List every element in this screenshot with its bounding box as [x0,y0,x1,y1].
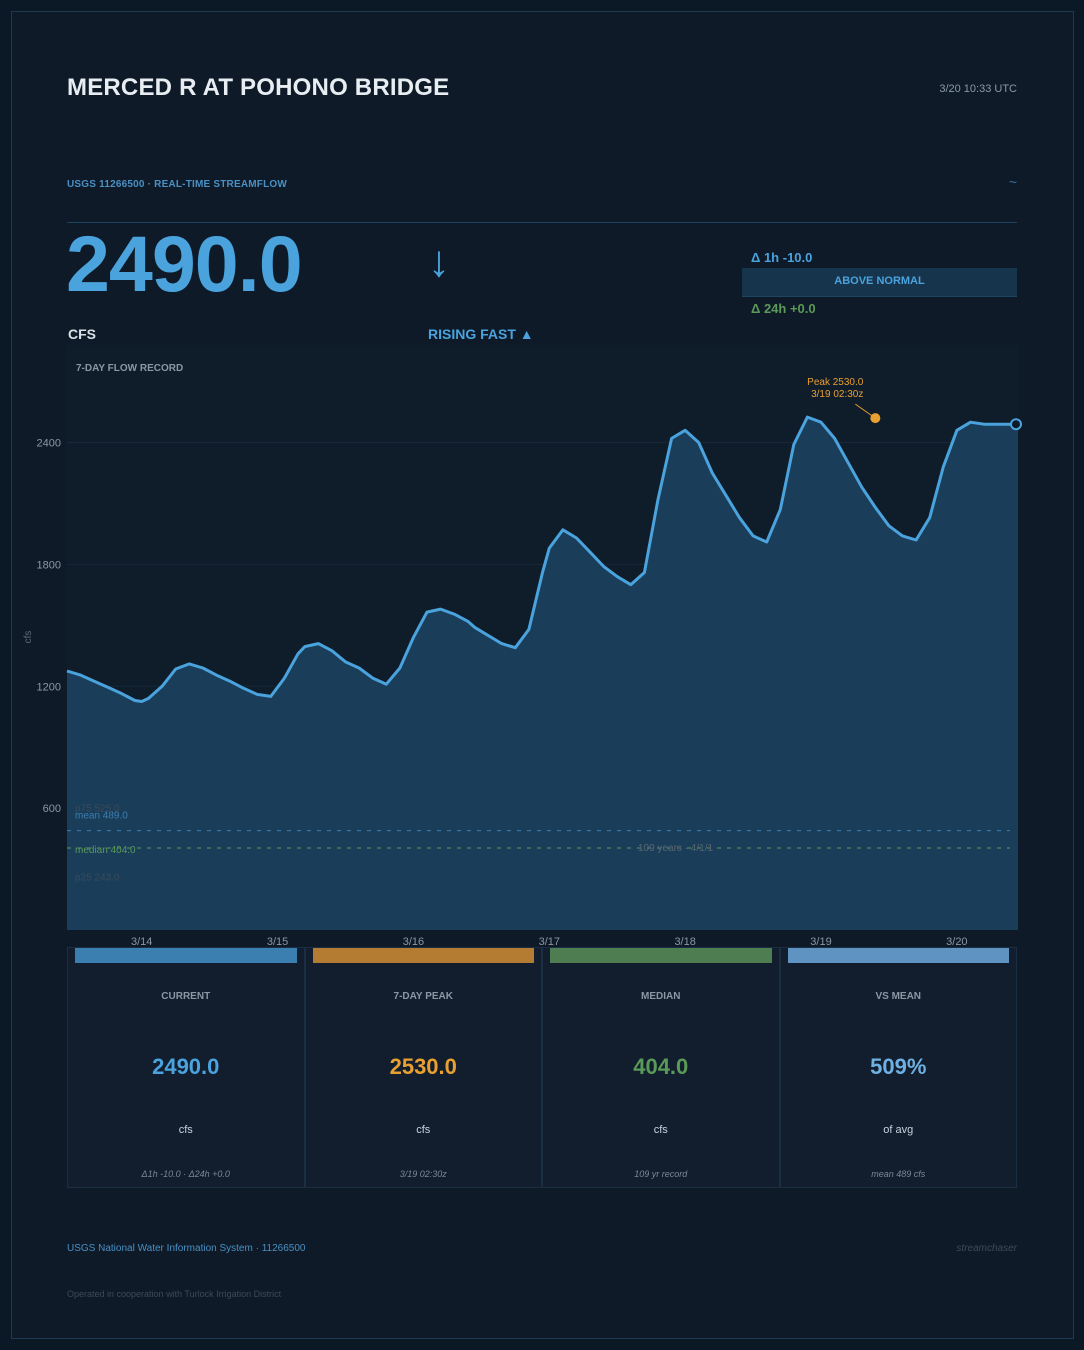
y-tick-label: 2400 [37,438,61,450]
stat-cards: CURRENT 2490.0 cfs Δ1h -10.0 · Δ24h +0.0… [67,947,1017,1188]
card-note: mean 489 cfs [871,1169,926,1179]
source-link[interactable]: USGS National Water Information System ·… [67,1243,306,1254]
divider [67,222,1017,223]
card-value: 2490.0 [152,1054,220,1079]
chart-title: 7-DAY FLOW RECORD [76,363,183,374]
card-unit: cfs [653,1124,668,1136]
station-title: MERCED R AT POHONO BRIDGE [67,74,450,101]
trend-arrow-icon: ↓ [428,237,450,286]
peak-label: Peak 2530.0 [807,377,864,388]
x-tick-label: 3/18 [674,936,695,948]
card-note: 3/19 02:30z [399,1169,447,1179]
y-tick-label: 1800 [37,559,61,571]
reference-label: p75 525.0 [75,803,120,814]
flow-line [66,415,1018,703]
timestamp: 3/20 10:33 UTC [939,83,1017,95]
reference-label: 109 years · 4/1/1 [638,843,713,854]
status-badge: ABOVE NORMAL [742,268,1017,297]
reference-label: median 404.0 [75,845,136,856]
x-tick-label: 3/20 [946,936,967,948]
reference-label: p25 243.0 [75,873,120,884]
card-note: 109 yr record [634,1169,688,1179]
peak-marker [870,413,881,424]
trend-label: RISING FAST ▲ [428,326,534,342]
card-accent-bar [550,948,772,963]
card-accent-bar [75,948,297,963]
delta-24h: Δ 24h +0.0 [751,301,816,316]
delta-1h: Δ 1h -10.0 [751,250,813,265]
card-accent-bar [787,948,1009,963]
card-vs-mean: VS MEAN 509% of avg mean 489 cfs [779,947,1017,1188]
station-subtitle: USGS 11266500 · REAL-TIME STREAMFLOW [67,179,288,190]
card-peak: 7-DAY PEAK 2530.0 cfs 3/19 02:30z [304,947,542,1188]
cooperation-note: Operated in cooperation with Turlock Irr… [67,1289,282,1299]
card-unit: of avg [883,1124,914,1136]
x-tick-labels: 3/14 3/15 3/16 3/17 3/18 3/19 3/20 [131,936,968,948]
flow-unit: CFS [68,326,96,342]
y-tick-label: 1200 [37,681,61,693]
peak-time: 3/19 02:30z [811,389,863,400]
card-label: MEDIAN [641,991,681,1002]
current-flow-value: 2490.0 [66,219,303,308]
y-axis-label: cfs [23,631,34,644]
brand-mark: streamchaser [956,1243,1017,1254]
y-tick-label: 600 [43,803,61,815]
card-label: 7-DAY PEAK [393,991,453,1002]
flow-area [67,417,1018,931]
current-marker [1010,418,1022,431]
card-accent-bar [312,948,534,963]
wave-icon: ~ [1008,174,1017,190]
card-unit: cfs [416,1124,431,1136]
y-tick-labels: 600 1200 1800 2400 [37,438,61,816]
x-tick-label: 3/16 [403,936,424,948]
reference-label: mean 489.0 [75,811,128,822]
card-value: 509% [870,1054,927,1079]
card-value: 2530.0 [389,1054,457,1079]
x-tick-label: 3/19 [810,936,831,948]
peak-annotation: Peak 2530.0 3/19 02:30z [807,377,881,424]
card-unit: cfs [178,1124,193,1136]
x-tick-label: 3/14 [131,936,152,948]
card-label: VS MEAN [875,991,922,1002]
card-current: CURRENT 2490.0 cfs Δ1h -10.0 · Δ24h +0.0 [67,947,305,1188]
x-tick-label: 3/15 [267,936,288,948]
x-tick-label: 3/17 [539,936,560,948]
card-median: MEDIAN 404.0 cfs 109 yr record [542,947,780,1188]
card-note: Δ1h -10.0 · Δ24h +0.0 [141,1169,230,1179]
card-label: CURRENT [161,991,211,1002]
card-value: 404.0 [633,1054,689,1079]
